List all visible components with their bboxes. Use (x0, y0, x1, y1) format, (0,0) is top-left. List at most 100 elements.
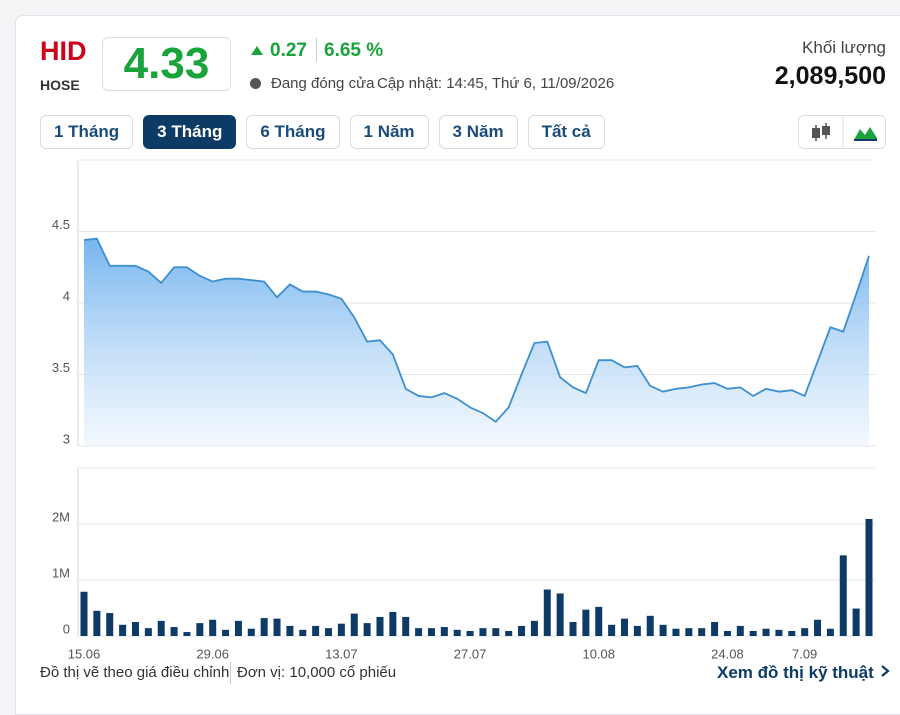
y-tick-label: 4 (63, 288, 70, 303)
status: Đang đóng cửa (271, 75, 375, 92)
volume-bar (505, 630, 513, 636)
volume-bar (402, 616, 410, 636)
volume-bar (286, 625, 294, 636)
charts: 3 3.5 4 4.5 0 1M 2M 15.06 29.06 13.07 27.07 10.08 24… (52, 159, 875, 661)
volume-bar (196, 623, 204, 636)
ticker: HID (40, 36, 87, 66)
area-button[interactable] (844, 116, 886, 149)
volume-bar (247, 628, 255, 636)
y-tick-label: 1M (52, 565, 70, 580)
volume-bar (144, 628, 152, 636)
volume-bar (93, 610, 101, 636)
technical-chart-link[interactable]: Xem đồ thị kỹ thuật (717, 663, 891, 683)
volume-bar (826, 628, 834, 636)
separator (316, 38, 317, 62)
volume-bar (608, 624, 616, 636)
footer-note: Đồ thị vẽ theo giá điều chỉnh (40, 664, 230, 681)
volume-bar (723, 630, 731, 636)
volume-bar (350, 613, 358, 636)
volume-bar (839, 555, 847, 636)
x-tick-label: 13.07 (325, 646, 358, 661)
volume-bar (582, 609, 590, 636)
volume-bar (762, 628, 770, 636)
volume-bar (325, 628, 333, 636)
y-tick-label: 3.5 (52, 360, 70, 375)
volume-bar (119, 624, 127, 636)
period-tab[interactable]: 1 Năm (349, 115, 429, 149)
x-tick-label: 24.08 (711, 646, 744, 661)
volume-bar (273, 618, 281, 636)
volume-bar (170, 627, 178, 636)
volume-bar (80, 591, 88, 636)
y-tick-label: 3 (63, 431, 70, 446)
volume-bar (711, 622, 719, 636)
volume-bar (569, 622, 577, 636)
volume-bar (646, 615, 654, 636)
volume-bar (492, 628, 500, 636)
updated: Cập nhật: 14:45, Thứ 6, 11/09/2026 (377, 75, 615, 92)
volume-bar (209, 619, 217, 636)
volume-bar (337, 623, 345, 636)
exchange: HOSE (40, 77, 80, 93)
volume-bar (453, 629, 461, 636)
volume-bar (852, 608, 860, 636)
volume-bar (312, 625, 320, 636)
volume-bar (556, 593, 564, 636)
separator (230, 662, 231, 684)
volume-bar (659, 624, 667, 636)
volume-bar (157, 620, 165, 636)
change-percent: 6.65 % (324, 40, 384, 61)
volume-bar (698, 628, 706, 636)
change: 0.27 (270, 40, 307, 61)
volume: 2,089,500 (774, 62, 886, 90)
volume-bar (389, 611, 397, 636)
volume-bar (222, 629, 230, 636)
x-tick-label: 7.09 (792, 646, 817, 661)
volume-bar (131, 622, 139, 636)
volume-bar (415, 628, 423, 636)
y-tick-label: 2M (52, 509, 70, 524)
link-text[interactable]: Xem đồ thị kỹ thuật (717, 663, 874, 682)
area-fill (84, 238, 869, 446)
volume-bar (466, 630, 474, 636)
volume-bar (183, 632, 191, 636)
volume-bar (376, 616, 384, 636)
chart-type-switch (798, 115, 886, 149)
volume-bar (595, 606, 603, 636)
volume-bar (518, 625, 526, 636)
footer-unit: Đơn vị: 10,000 cổ phiếu (237, 664, 397, 681)
x-tick-label: 10.08 (582, 646, 615, 661)
volume-bar (363, 623, 371, 636)
price-line (83, 237, 870, 423)
volume-bar (801, 628, 809, 636)
volume-bar (543, 589, 551, 636)
period-tab[interactable]: Tất cả (527, 115, 605, 149)
candle-button[interactable] (799, 116, 843, 149)
volume-bar (620, 618, 628, 636)
volume-bar (260, 618, 268, 636)
y-tick-label: 0 (63, 621, 70, 636)
volume-bar (788, 630, 796, 636)
chevron (880, 665, 890, 677)
volume-label: Khối lượng (802, 38, 886, 57)
x-tick-label: 15.06 (68, 646, 101, 661)
volume-bar (479, 628, 487, 636)
period-tab[interactable]: 1 Tháng (40, 115, 134, 149)
chart-type-icons (799, 116, 886, 149)
period-tabs: 1 Tháng 3 Tháng 6 Tháng 1 Năm 3 Năm Tất cả (40, 115, 605, 149)
volume-bar (814, 619, 822, 636)
volume-bar (749, 630, 757, 636)
volume-bar (633, 625, 641, 636)
period-tab[interactable]: 6 Tháng (246, 115, 340, 149)
volume-bar (672, 628, 680, 636)
volume-bar (106, 613, 114, 636)
period-tab[interactable]: 3 Tháng (143, 115, 237, 149)
period-tab[interactable]: 3 Năm (438, 115, 518, 149)
page: HID HOSE 4.33 0.27 6.65 % Đang đóng cửa … (15, 15, 900, 715)
volume-bar (427, 628, 435, 636)
x-tick-label: 27.07 (454, 646, 487, 661)
status-dot (250, 78, 261, 89)
volume-bar (775, 629, 783, 636)
volume-bar (736, 625, 744, 636)
volume-bar (299, 629, 307, 636)
